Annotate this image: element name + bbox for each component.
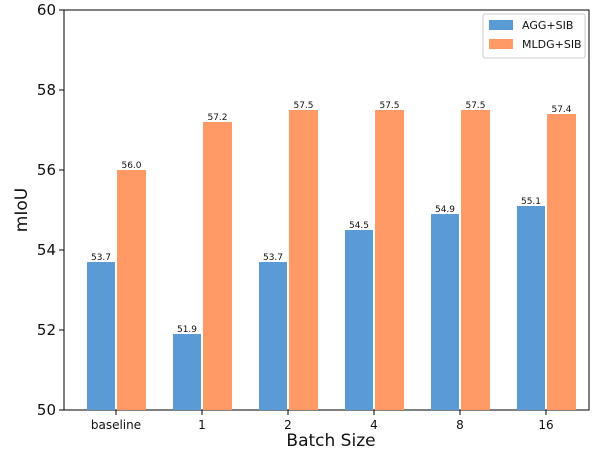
plot-area (63, 9, 590, 411)
x-tick-label: 4 (370, 418, 378, 432)
y-tick-label: 58 (37, 81, 56, 99)
data-label: 53.7 (91, 253, 111, 263)
legend-swatch-agg-sib (489, 20, 513, 30)
y-axis-label: mIoU (12, 188, 32, 232)
bar-mldg-sib-baseline (117, 170, 146, 410)
data-label: 51.9 (177, 325, 197, 335)
data-label: 57.4 (551, 105, 571, 115)
x-tick-label: 16 (538, 418, 553, 432)
x-tick-label: baseline (91, 418, 141, 432)
bar-mldg-sib-1 (203, 122, 232, 410)
bar-agg-sib-8 (431, 214, 459, 410)
bar-mldg-sib-4 (375, 110, 404, 410)
y-tick-label: 52 (37, 321, 56, 339)
data-label: 57.5 (293, 101, 313, 111)
y-tick-label: 50 (37, 401, 56, 419)
x-tick-label: 1 (198, 418, 206, 432)
bar-mldg-sib-16 (547, 114, 576, 410)
bar-agg-sib-1 (173, 334, 201, 410)
data-label: 53.7 (263, 253, 283, 263)
data-label: 56.0 (121, 161, 141, 171)
x-tick-label: 2 (284, 418, 292, 432)
data-label: 55.1 (521, 197, 541, 207)
legend-swatch-mldg-sib (489, 39, 513, 49)
bar-agg-sib-16 (517, 206, 545, 410)
data-label: 57.5 (465, 101, 485, 111)
legend-label-agg-sib: AGG+SIB (522, 19, 573, 32)
x-axis: baseline 1 2 4 8 16 (91, 410, 554, 432)
legend-label-mldg-sib: MLDG+SIB (522, 38, 582, 51)
data-label: 57.5 (379, 101, 399, 111)
data-label: 57.2 (207, 113, 227, 123)
bar-agg-sib-2 (259, 262, 287, 410)
bar-agg-sib-baseline (87, 262, 115, 410)
bars-group (87, 110, 576, 410)
bar-agg-sib-4 (345, 230, 373, 410)
x-axis-label: Batch Size (286, 431, 375, 450)
y-tick-label: 54 (37, 241, 56, 259)
data-labels-group: 53.7 56.0 51.9 57.2 53.7 57.5 54.5 57.5 54.9 57.5… (91, 101, 572, 335)
legend: AGG+SIB MLDG+SIB (482, 13, 586, 59)
x-tick-label: 8 (456, 418, 464, 432)
y-tick-label: 56 (37, 161, 56, 179)
data-label: 54.5 (349, 221, 369, 231)
y-axis: 50 52 54 56 58 60 (37, 1, 64, 419)
y-tick-label: 60 (37, 1, 56, 19)
bar-mldg-sib-2 (289, 110, 318, 410)
bar-mldg-sib-8 (461, 110, 490, 410)
data-label: 54.9 (435, 205, 455, 215)
